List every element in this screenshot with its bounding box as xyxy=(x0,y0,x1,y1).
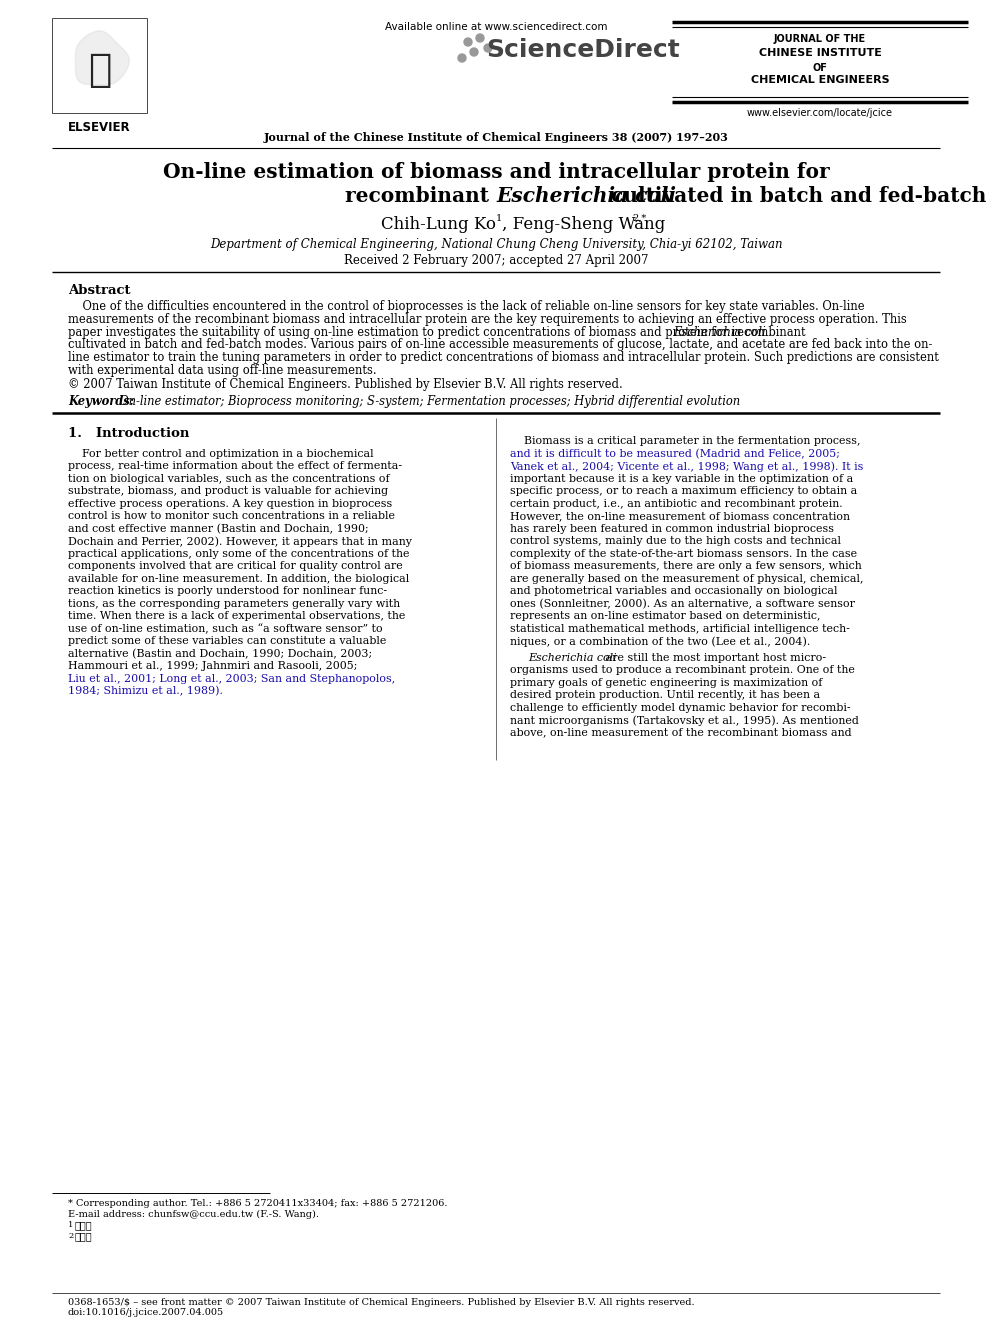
Text: statistical mathematical methods, artificial intelligence tech-: statistical mathematical methods, artifi… xyxy=(510,623,850,634)
Text: control systems, mainly due to the high costs and technical: control systems, mainly due to the high … xyxy=(510,536,841,546)
Text: use of on-line estimation, such as “a software sensor” to: use of on-line estimation, such as “a so… xyxy=(68,623,383,634)
Text: measurements of the recombinant biomass and intracellular protein are the key re: measurements of the recombinant biomass … xyxy=(68,312,907,325)
Text: of biomass measurements, there are only a few sensors, which: of biomass measurements, there are only … xyxy=(510,561,862,572)
Text: substrate, biomass, and product is valuable for achieving: substrate, biomass, and product is valua… xyxy=(68,486,388,496)
Text: represents an on-line estimator based on deterministic,: represents an on-line estimator based on… xyxy=(510,611,820,620)
Text: effective process operations. A key question in bioprocess: effective process operations. A key ques… xyxy=(68,499,392,508)
Text: time. When there is a lack of experimental observations, the: time. When there is a lack of experiment… xyxy=(68,611,406,620)
Circle shape xyxy=(476,34,484,42)
Text: , Feng-Sheng Wang: , Feng-Sheng Wang xyxy=(502,216,666,233)
Text: reaction kinetics is poorly understood for nonlinear func-: reaction kinetics is poorly understood f… xyxy=(68,586,387,597)
Text: process, real-time information about the effect of fermenta-: process, real-time information about the… xyxy=(68,462,402,471)
Text: complexity of the state-of-the-art biomass sensors. In the case: complexity of the state-of-the-art bioma… xyxy=(510,549,857,558)
Text: On-line estimation of biomass and intracellular protein for: On-line estimation of biomass and intrac… xyxy=(163,161,829,183)
Text: Available online at www.sciencedirect.com: Available online at www.sciencedirect.co… xyxy=(385,22,607,32)
Text: * Corresponding author. Tel.: +886 5 2720411x33404; fax: +886 5 2721206.: * Corresponding author. Tel.: +886 5 272… xyxy=(68,1199,447,1208)
Text: 1: 1 xyxy=(496,214,502,224)
Text: OF: OF xyxy=(812,64,827,73)
Text: line estimator to train the tuning parameters in order to predict concentrations: line estimator to train the tuning param… xyxy=(68,351,938,364)
Text: Biomass is a critical parameter in the fermentation process,: Biomass is a critical parameter in the f… xyxy=(510,437,860,446)
Text: JOURNAL OF THE: JOURNAL OF THE xyxy=(774,34,866,44)
Circle shape xyxy=(484,44,492,52)
Circle shape xyxy=(464,38,472,46)
Text: tions, as the corresponding parameters generally vary with: tions, as the corresponding parameters g… xyxy=(68,598,400,609)
Text: Department of Chemical Engineering, National Chung Cheng University, Chia-yi 621: Department of Chemical Engineering, Nati… xyxy=(209,238,783,251)
Text: tion on biological variables, such as the concentrations of: tion on biological variables, such as th… xyxy=(68,474,390,484)
Text: and cost effective manner (Bastin and Dochain, 1990;: and cost effective manner (Bastin and Do… xyxy=(68,524,369,534)
Text: and it is difficult to be measured (Madrid and Felice, 2005;: and it is difficult to be measured (Madr… xyxy=(510,448,840,459)
Text: nant microorganisms (Tartakovsky et al., 1995). As mentioned: nant microorganisms (Tartakovsky et al.,… xyxy=(510,716,859,725)
Text: ScienceDirect: ScienceDirect xyxy=(486,38,680,62)
Text: has rarely been featured in common industrial bioprocess: has rarely been featured in common indus… xyxy=(510,524,834,533)
Text: CHEMICAL ENGINEERS: CHEMICAL ENGINEERS xyxy=(751,75,889,85)
Text: Escherichia coli: Escherichia coli xyxy=(674,325,766,339)
Text: Liu et al., 2001; Long et al., 2003; San and Stephanopolos,: Liu et al., 2001; Long et al., 2003; San… xyxy=(68,673,395,684)
Text: Vanek et al., 2004; Vicente et al., 1998; Wang et al., 1998). It is: Vanek et al., 2004; Vicente et al., 1998… xyxy=(510,462,863,472)
Text: recombinant: recombinant xyxy=(345,187,496,206)
Text: and photometrical variables and occasionally on biological: and photometrical variables and occasion… xyxy=(510,586,837,597)
Text: ELSEVIER: ELSEVIER xyxy=(68,120,131,134)
Text: alternative (Bastin and Dochain, 1990; Dochain, 2003;: alternative (Bastin and Dochain, 1990; D… xyxy=(68,648,372,659)
Text: 1.   Introduction: 1. Introduction xyxy=(68,426,189,439)
Text: 1: 1 xyxy=(68,1221,73,1229)
Text: 王賰升: 王賰升 xyxy=(75,1232,92,1241)
Text: specific process, or to reach a maximum efficiency to obtain a: specific process, or to reach a maximum … xyxy=(510,486,857,496)
Text: © 2007 Taiwan Institute of Chemical Engineers. Published by Elsevier B.V. All ri: © 2007 Taiwan Institute of Chemical Engi… xyxy=(68,378,623,390)
Text: are generally based on the measurement of physical, chemical,: are generally based on the measurement o… xyxy=(510,574,863,583)
Text: On-line estimator; Bioprocess monitoring; S-system; Fermentation processes; Hybr: On-line estimator; Bioprocess monitoring… xyxy=(112,394,740,407)
Text: Escherichia coli: Escherichia coli xyxy=(529,652,617,663)
Text: Chih-Lung Ko: Chih-Lung Ko xyxy=(381,216,496,233)
Bar xyxy=(52,19,147,112)
Text: Escherichia coli: Escherichia coli xyxy=(496,187,676,206)
Text: 柯杆錄: 柯杆錄 xyxy=(75,1221,92,1230)
Text: 2,*: 2,* xyxy=(632,214,646,224)
Text: organisms used to produce a recombinant protein. One of the: organisms used to produce a recombinant … xyxy=(510,665,855,675)
Text: doi:10.1016/j.jcice.2007.04.005: doi:10.1016/j.jcice.2007.04.005 xyxy=(68,1308,224,1316)
Text: However, the on-line measurement of biomass concentration: However, the on-line measurement of biom… xyxy=(510,511,850,521)
Text: Abstract: Abstract xyxy=(68,284,131,296)
Text: predict some of these variables can constitute a valuable: predict some of these variables can cons… xyxy=(68,636,386,646)
Circle shape xyxy=(470,48,478,56)
Text: ones (Sonnleitner, 2000). As an alternative, a software sensor: ones (Sonnleitner, 2000). As an alternat… xyxy=(510,598,855,609)
Text: certain product, i.e., an antibiotic and recombinant protein.: certain product, i.e., an antibiotic and… xyxy=(510,499,842,508)
Text: 1984; Shimizu et al., 1989).: 1984; Shimizu et al., 1989). xyxy=(68,687,223,696)
Text: available for on-line measurement. In addition, the biological: available for on-line measurement. In ad… xyxy=(68,574,410,583)
Text: Hammouri et al., 1999; Jahnmiri and Rasooli, 2005;: Hammouri et al., 1999; Jahnmiri and Raso… xyxy=(68,662,357,671)
Text: are still the most important host micro-: are still the most important host micro- xyxy=(602,652,826,663)
Text: 🌳: 🌳 xyxy=(88,52,111,89)
Text: www.elsevier.com/locate/jcice: www.elsevier.com/locate/jcice xyxy=(747,108,893,118)
Text: desired protein production. Until recently, it has been a: desired protein production. Until recent… xyxy=(510,691,820,700)
Text: practical applications, only some of the concentrations of the: practical applications, only some of the… xyxy=(68,549,410,558)
Text: E-mail address: chunfsw@ccu.edu.tw (F.-S. Wang).: E-mail address: chunfsw@ccu.edu.tw (F.-S… xyxy=(68,1211,319,1218)
Text: 2: 2 xyxy=(68,1232,73,1240)
Text: control is how to monitor such concentrations in a reliable: control is how to monitor such concentra… xyxy=(68,511,395,521)
Text: paper investigates the suitability of using on-line estimation to predict concen: paper investigates the suitability of us… xyxy=(68,325,809,339)
Text: components involved that are critical for quality control are: components involved that are critical fo… xyxy=(68,561,403,572)
Text: challenge to efficiently model dynamic behavior for recombi-: challenge to efficiently model dynamic b… xyxy=(510,703,850,713)
Text: cultivated in batch and fed-batch modes. Various pairs of on-line accessible mea: cultivated in batch and fed-batch modes.… xyxy=(68,339,932,352)
Text: CHINESE INSTITUTE: CHINESE INSTITUTE xyxy=(759,48,882,58)
Text: primary goals of genetic engineering is maximization of: primary goals of genetic engineering is … xyxy=(510,677,822,688)
Text: Journal of the Chinese Institute of Chemical Engineers 38 (2007) 197–203: Journal of the Chinese Institute of Chem… xyxy=(264,132,728,143)
Text: Received 2 February 2007; accepted 27 April 2007: Received 2 February 2007; accepted 27 Ap… xyxy=(344,254,648,267)
Text: Dochain and Perrier, 2002). However, it appears that in many: Dochain and Perrier, 2002). However, it … xyxy=(68,536,412,546)
Text: Keywords:: Keywords: xyxy=(68,394,134,407)
Text: One of the difficulties encountered in the control of bioprocesses is the lack o: One of the difficulties encountered in t… xyxy=(68,300,865,314)
Text: important because it is a key variable in the optimization of a: important because it is a key variable i… xyxy=(510,474,853,484)
Text: For better control and optimization in a biochemical: For better control and optimization in a… xyxy=(68,448,374,459)
Text: niques, or a combination of the two (Lee et al., 2004).: niques, or a combination of the two (Lee… xyxy=(510,636,810,647)
Text: cultivated in batch and fed-batch modes: cultivated in batch and fed-batch modes xyxy=(604,187,992,206)
Text: with experimental data using off-line measurements.: with experimental data using off-line me… xyxy=(68,364,377,377)
Text: above, on-line measurement of the recombinant biomass and: above, on-line measurement of the recomb… xyxy=(510,728,851,738)
Text: 0368-1653/$ – see front matter © 2007 Taiwan Institute of Chemical Engineers. Pu: 0368-1653/$ – see front matter © 2007 Ta… xyxy=(68,1298,694,1307)
Circle shape xyxy=(458,54,466,62)
Polygon shape xyxy=(75,30,129,85)
